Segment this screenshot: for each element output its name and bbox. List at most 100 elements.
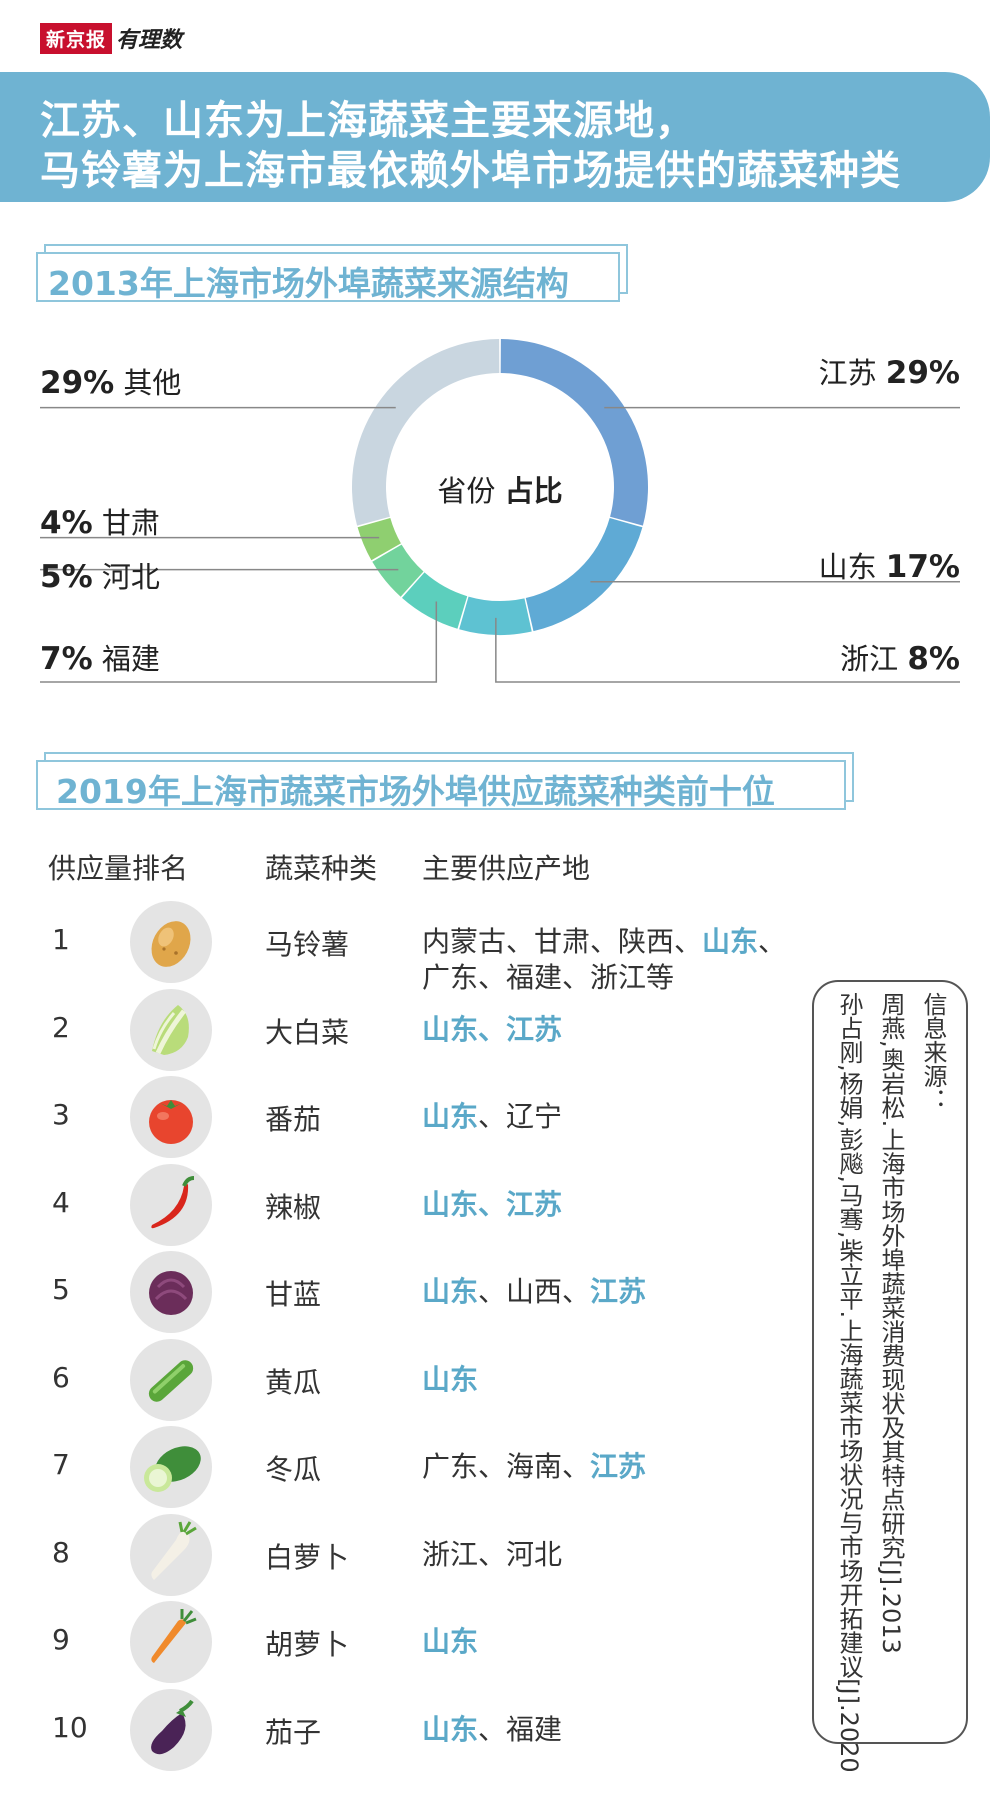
- row-vegetable: 胡萝卜: [265, 1628, 350, 1661]
- label-gansu: 4% 甘肃: [40, 500, 160, 542]
- row-origin: 山东: [422, 1624, 478, 1660]
- label-hebei-name: 河北: [101, 560, 160, 594]
- origin-text: 广东、福建、浙江等: [422, 961, 675, 994]
- tomato-icon: [130, 1076, 212, 1158]
- row-rank: 7: [52, 1448, 70, 1481]
- origin-text: 、福建: [478, 1712, 563, 1746]
- red-cabbage-icon: [130, 1251, 212, 1333]
- label-other: 29% 其他: [40, 360, 181, 402]
- origin-highlight: 江苏: [590, 1275, 647, 1308]
- label-hebei: 5% 河北: [40, 554, 160, 596]
- origin-highlight: 山东: [422, 1275, 479, 1308]
- source-ref-2: 孙占刚,杨娟,彭飚,马骞,柴立平.上海蔬菜市场状况与市场开拓建议[J].2020: [835, 992, 863, 1773]
- row-vegetable: 冬瓜: [265, 1453, 322, 1486]
- row-origin: 山东、江苏: [422, 1012, 562, 1048]
- section-title-donut: 2013年上海市场外埠蔬菜来源结构: [36, 244, 628, 303]
- row-origin: 内蒙古、甘肃、陕西、山东、广东、福建、浙江等: [422, 924, 786, 996]
- origin-line: 山东: [422, 1362, 478, 1398]
- brand-logo: 新京报 有理数: [40, 22, 182, 54]
- label-zhejiang-pct: 8%: [907, 641, 960, 677]
- headline-banner: [0, 72, 990, 202]
- row-rank: 6: [52, 1360, 70, 1394]
- origin-highlight: 山东: [702, 925, 759, 958]
- label-other-pct: 29%: [40, 365, 115, 401]
- row-rank: 8: [52, 1535, 70, 1569]
- donut-slice-jiangsu: [500, 339, 648, 526]
- donut-slice-gansu: [357, 518, 401, 561]
- header-origin: 主要供应产地: [422, 852, 591, 885]
- origin-line: 山东: [422, 1624, 478, 1660]
- origin-text: 广东、海南、: [422, 1450, 591, 1483]
- label-jiangsu-pct: 29%: [885, 355, 960, 391]
- label-shandong-name: 山东: [818, 550, 877, 584]
- donut-slice-shandong: [525, 518, 643, 632]
- cabbage-icon-art: [152, 1004, 189, 1055]
- potato-icon: [130, 901, 212, 983]
- radish-icon: [130, 1513, 212, 1596]
- origin-line: 山东、辽宁: [422, 1099, 562, 1135]
- origin-highlight: 山东: [422, 1362, 479, 1396]
- donut-center-label: 省份 占比: [400, 468, 600, 510]
- headline-line-2: 马铃薯为上海市最依赖外埠市场提供的蔬菜种类: [40, 148, 901, 194]
- row-vegetable: 番茄: [265, 1103, 322, 1136]
- label-gansu-pct: 4%: [40, 505, 93, 541]
- label-zhejiang-name: 浙江: [840, 642, 899, 676]
- origin-line: 广东、福建、浙江等: [422, 960, 786, 996]
- origin-text: 浙江、河北: [422, 1537, 563, 1571]
- row-vegetable: 马铃薯: [265, 928, 350, 961]
- origin-text: 内蒙古、甘肃、陕西、: [422, 925, 703, 958]
- donut-center-right: 占比: [504, 474, 563, 508]
- wax-gourd-icon-art: [144, 1446, 201, 1492]
- row-rank: 1: [52, 923, 70, 956]
- eggplant-icon-art: [151, 1699, 194, 1754]
- row-vegetable: 黄瓜: [265, 1365, 322, 1399]
- potato-icon-art: [151, 921, 191, 967]
- label-fujian-pct: 7%: [40, 641, 93, 677]
- label-shandong: 山东 17%: [819, 544, 960, 586]
- radish-icon-art: [151, 1520, 197, 1580]
- label-jiangsu-name: 江苏: [818, 356, 877, 390]
- row-rank: 3: [52, 1098, 70, 1131]
- origin-line: 山东、山西、江苏: [422, 1274, 646, 1310]
- row-vegetable: 大白菜: [265, 1015, 350, 1049]
- label-jiangsu: 江苏 29%: [819, 350, 960, 392]
- section-title-donut-text: 2013年上海市场外埠蔬菜来源结构: [48, 264, 569, 303]
- origin-text: 、辽宁: [478, 1100, 563, 1133]
- headline-line-1: 江苏、山东为上海蔬菜主要来源地，: [40, 98, 696, 144]
- row-rank: 2: [52, 1010, 70, 1044]
- eggplant-icon: [130, 1688, 212, 1771]
- row-origin: 浙江、河北: [422, 1537, 562, 1573]
- row-rank: 10: [52, 1710, 88, 1744]
- carrot-icon-art: [151, 1609, 197, 1663]
- origin-highlight: 江苏: [590, 1450, 647, 1483]
- donut-slice-hebei: [372, 544, 424, 597]
- chili-icon: [130, 1163, 212, 1246]
- origin-text: 、山西、: [478, 1275, 591, 1308]
- origin-line: 山东、福建: [422, 1712, 562, 1748]
- row-origin: 山东、福建: [422, 1712, 562, 1748]
- origin-highlight: 山东: [422, 1712, 479, 1746]
- label-zhejiang: 浙江 8%: [840, 636, 960, 678]
- origin-text: 、: [758, 925, 787, 958]
- label-shandong-pct: 17%: [885, 549, 960, 585]
- header-vegetable: 蔬菜种类: [265, 852, 378, 885]
- source-box: [812, 980, 968, 1744]
- red-cabbage-icon-art: [149, 1271, 193, 1315]
- origin-line: 广东、海南、江苏: [422, 1449, 646, 1485]
- chili-icon-art: [151, 1175, 195, 1228]
- origin-highlight: 山东、江苏: [422, 1187, 563, 1221]
- brand-column: 有理数: [116, 27, 183, 53]
- wax-gourd-icon: [130, 1426, 212, 1508]
- label-hebei-pct: 5%: [40, 559, 93, 595]
- brand-name: 新京报: [40, 22, 113, 54]
- row-origin: 山东: [422, 1362, 478, 1398]
- header-rank: 供应量排名: [48, 852, 189, 885]
- leader-zhejiang: [495, 617, 960, 683]
- leader-fujian: [40, 601, 438, 683]
- section-title-table-text: 2019年上海市蔬菜市场外埠供应蔬菜种类前十位: [56, 772, 775, 811]
- donut-chart: [40, 339, 960, 683]
- donut-slice-fujian: [401, 572, 468, 629]
- row-origin: 广东、海南、江苏: [422, 1449, 646, 1485]
- row-origin: 山东、辽宁: [422, 1099, 562, 1135]
- row-origin: 山东、江苏: [422, 1187, 562, 1223]
